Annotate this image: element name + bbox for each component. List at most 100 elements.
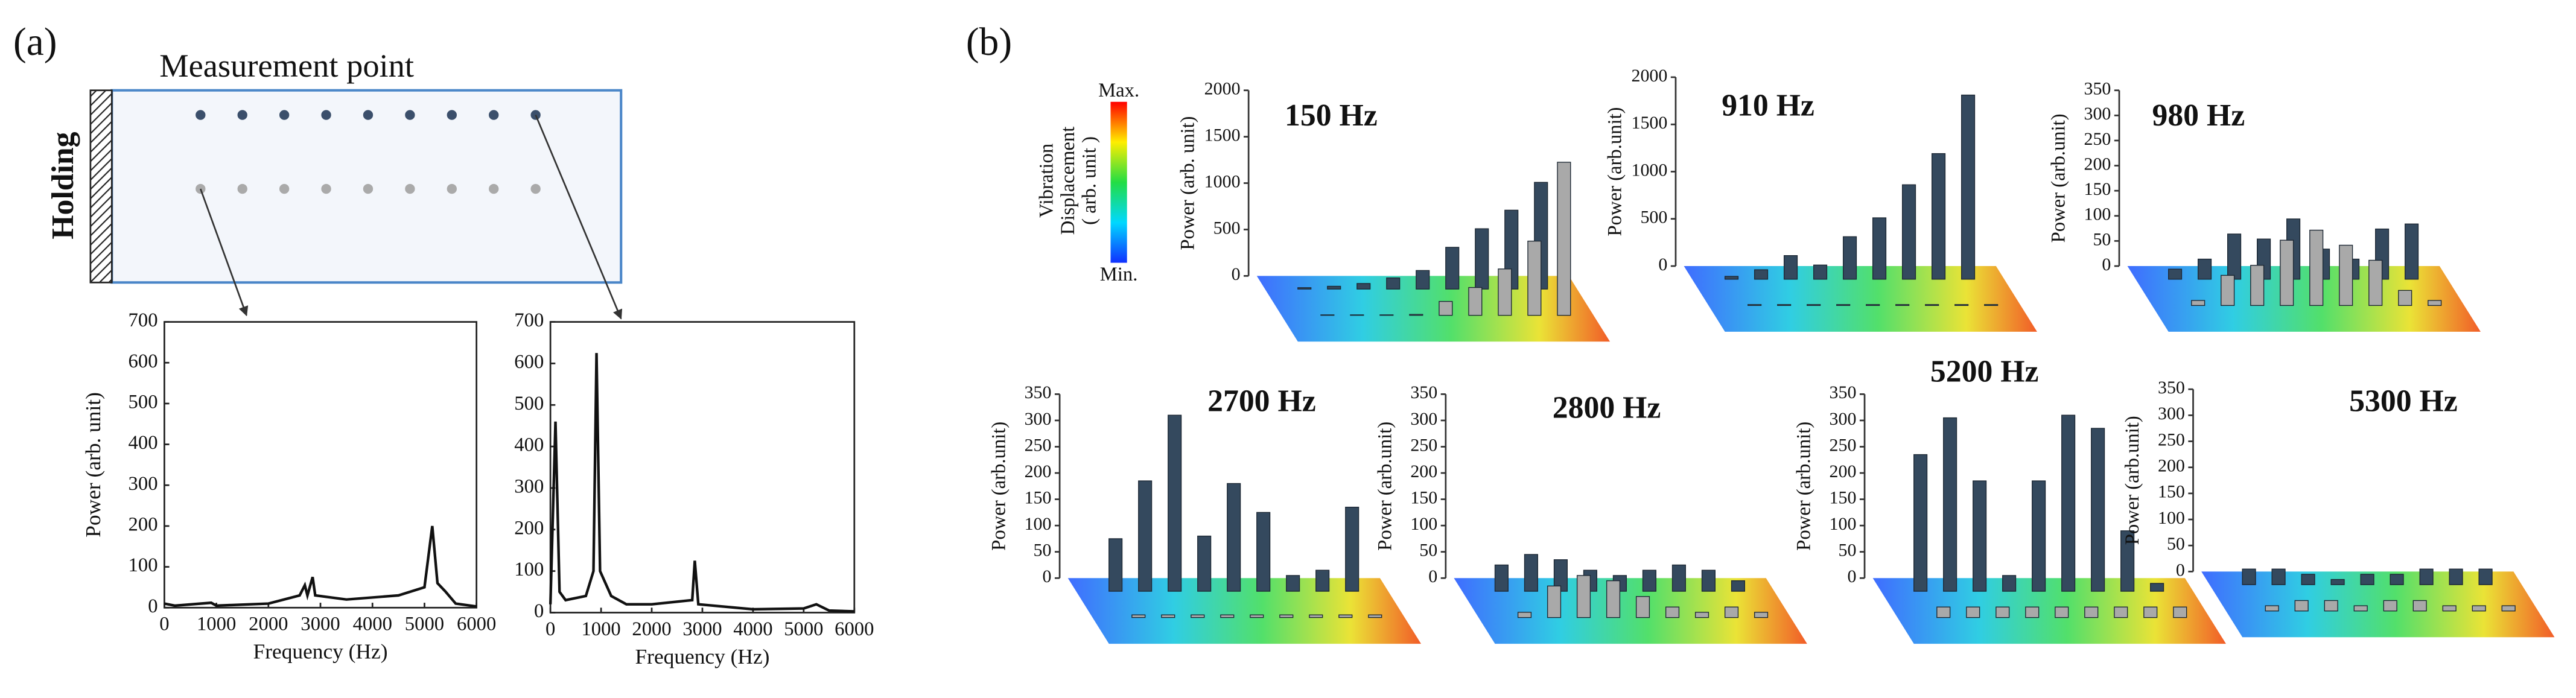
bar (1527, 240, 1542, 316)
y-tick-label: 1000 (1631, 160, 1667, 180)
y-axis-label: Power (arb. unit) (81, 392, 105, 538)
measurement-dots (196, 110, 541, 194)
x-tick-label: 6000 (835, 618, 874, 640)
x-tick-label: 6000 (457, 614, 496, 635)
bar (1783, 255, 1798, 280)
bar (2280, 240, 2294, 306)
y-tick-label: 2000 (1204, 79, 1241, 99)
bar (1606, 580, 1621, 618)
y-tick-label: 100 (129, 554, 158, 576)
y-tick-label: 700 (129, 309, 158, 331)
y-axis-label: Power (arb.unit) (1604, 107, 1626, 236)
y-tick-label: 0 (148, 595, 157, 617)
y-tick-label: 200 (1830, 462, 1857, 481)
plot-title: 5300 Hz (2349, 384, 2458, 419)
y-tick-label: 50 (1034, 541, 1052, 560)
y-tick-label: 50 (1838, 541, 1856, 560)
bar (1338, 614, 1353, 618)
y-axis-label: Power (arb.unit) (2048, 113, 2070, 243)
bar (1642, 570, 1656, 592)
bar (1131, 614, 1146, 618)
bar (2055, 606, 2069, 618)
bar (1748, 304, 1762, 306)
bar (2191, 300, 2206, 306)
bar (1327, 285, 1341, 290)
bar (2198, 258, 2212, 280)
bar (2353, 605, 2368, 612)
y-tick-label: 250 (1025, 435, 1052, 455)
bar (1315, 570, 1330, 592)
y-tick-label: 100 (2158, 508, 2185, 528)
bar (1475, 228, 1489, 290)
bar (2150, 583, 2164, 592)
y-tick-label: 0 (1658, 255, 1667, 274)
spectrum-line (549, 353, 854, 613)
y-tick-label: 350 (1410, 382, 1437, 402)
bar (1356, 283, 1371, 290)
plot-title: 2800 Hz (1553, 390, 1661, 425)
bar (1701, 570, 1716, 592)
plot-title: 150 Hz (1285, 98, 1378, 133)
plot-frame (164, 321, 478, 609)
y-tick-label: 1000 (1204, 171, 1241, 191)
bar (2250, 265, 2265, 306)
holding-label: Holding (46, 132, 80, 239)
y-tick-label: 300 (2084, 104, 2111, 124)
bar (1813, 264, 1828, 280)
y-tick-label: 200 (514, 517, 544, 539)
bar (2324, 600, 2338, 612)
y-tick-label: 150 (1025, 487, 1052, 507)
bar (1973, 480, 1987, 592)
y-tick-label: 350 (2084, 79, 2111, 99)
y-tick-label: 300 (129, 473, 158, 495)
y-tick-label: 200 (129, 513, 158, 535)
y-tick-label: 100 (2084, 205, 2111, 224)
bar (1138, 480, 1153, 592)
bar (2091, 428, 2105, 592)
y-tick-label: 350 (2158, 378, 2185, 398)
y-tick-label: 350 (1025, 382, 1052, 402)
bar (2472, 605, 2486, 612)
y-tick-label: 100 (1025, 514, 1052, 534)
bar (1309, 614, 1323, 618)
bar (1191, 614, 1205, 618)
arrow (200, 188, 249, 317)
bar (1108, 538, 1123, 592)
y-tick-label: 1500 (1631, 113, 1667, 133)
plot-title: 980 Hz (2152, 98, 2245, 133)
x-tick-label: 0 (545, 618, 555, 640)
x-tick-label: 2000 (632, 618, 671, 640)
bar (2339, 244, 2353, 306)
bar (2301, 574, 2315, 585)
y-tick-label: 200 (2158, 456, 2185, 476)
y-tick-label: 250 (2158, 430, 2185, 449)
bar (2442, 605, 2457, 612)
bar (2168, 268, 2183, 280)
bar (1409, 314, 1423, 316)
bar (1439, 300, 1453, 316)
bar (2449, 568, 2463, 585)
bar (1731, 580, 1745, 592)
bar (2419, 568, 2434, 585)
bar (1547, 585, 1562, 618)
y-tick-label: 100 (1410, 514, 1437, 534)
bar (1161, 614, 1175, 618)
bar (1524, 554, 1538, 592)
y-axis-label: Power (arb.unit) (988, 422, 1010, 551)
bar (1494, 564, 1509, 592)
floor-surface (1684, 266, 2037, 332)
y-tick-label: 150 (2084, 179, 2111, 199)
bar (1943, 417, 1957, 592)
arrow (535, 115, 623, 320)
y-tick-label: 50 (2093, 229, 2111, 249)
bar (2143, 606, 2158, 618)
y-tick-label: 2000 (1631, 66, 1667, 86)
bar (2330, 579, 2345, 585)
bar (2478, 568, 2493, 585)
y-tick-label: 500 (514, 393, 544, 414)
bar (1961, 94, 1976, 280)
y-tick-label: 250 (2084, 129, 2111, 149)
y-tick-label: 250 (1410, 435, 1437, 455)
y-tick-label: 150 (1410, 487, 1437, 507)
y-tick-label: 50 (1419, 541, 1437, 560)
